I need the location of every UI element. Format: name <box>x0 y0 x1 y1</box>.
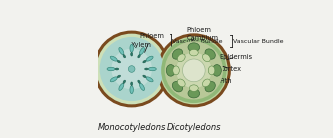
Ellipse shape <box>123 55 126 58</box>
Ellipse shape <box>177 54 185 62</box>
Ellipse shape <box>130 86 134 94</box>
Ellipse shape <box>205 49 215 59</box>
Ellipse shape <box>130 44 134 52</box>
Ellipse shape <box>172 49 183 59</box>
Text: Phloem: Phloem <box>139 33 164 52</box>
Ellipse shape <box>138 55 140 58</box>
Ellipse shape <box>131 52 133 56</box>
Ellipse shape <box>145 68 148 70</box>
Text: Vascular Bundle: Vascular Bundle <box>233 39 283 44</box>
Text: Xylem: Xylem <box>184 43 205 55</box>
Circle shape <box>182 59 205 82</box>
Ellipse shape <box>212 65 221 76</box>
Ellipse shape <box>115 68 119 70</box>
Ellipse shape <box>123 80 126 83</box>
Ellipse shape <box>107 67 115 71</box>
Circle shape <box>161 38 226 103</box>
Text: Cambium: Cambium <box>186 35 218 47</box>
Text: Pith: Pith <box>203 75 232 84</box>
Text: Xylem: Xylem <box>130 42 151 60</box>
Text: Phloem: Phloem <box>186 27 211 46</box>
Ellipse shape <box>119 48 124 55</box>
Ellipse shape <box>140 83 145 90</box>
Ellipse shape <box>110 56 117 61</box>
Ellipse shape <box>143 75 146 78</box>
Ellipse shape <box>166 65 175 76</box>
Ellipse shape <box>138 80 140 83</box>
Ellipse shape <box>205 82 215 92</box>
Ellipse shape <box>202 79 210 87</box>
Ellipse shape <box>177 79 185 87</box>
Ellipse shape <box>146 77 153 82</box>
Ellipse shape <box>117 60 121 63</box>
Ellipse shape <box>131 82 133 86</box>
Circle shape <box>95 32 168 106</box>
Circle shape <box>158 35 229 106</box>
Ellipse shape <box>189 85 198 91</box>
Text: Monocotyledons: Monocotyledons <box>98 123 166 132</box>
Ellipse shape <box>149 67 156 71</box>
Ellipse shape <box>143 60 146 63</box>
Text: Cortex: Cortex <box>219 66 241 72</box>
Ellipse shape <box>208 66 215 75</box>
Ellipse shape <box>188 43 199 52</box>
Circle shape <box>176 53 211 88</box>
Circle shape <box>111 49 152 89</box>
Ellipse shape <box>173 66 179 75</box>
Text: Dicotyledons: Dicotyledons <box>166 123 221 132</box>
Circle shape <box>128 66 135 72</box>
Ellipse shape <box>117 75 121 78</box>
Circle shape <box>165 41 223 99</box>
Text: Vascular Bundle: Vascular Bundle <box>172 39 222 44</box>
Ellipse shape <box>140 48 145 55</box>
Text: Epidermis: Epidermis <box>219 54 252 60</box>
Ellipse shape <box>188 89 199 98</box>
Ellipse shape <box>172 82 183 92</box>
Ellipse shape <box>119 83 124 90</box>
Circle shape <box>100 37 164 101</box>
Ellipse shape <box>146 56 153 61</box>
Ellipse shape <box>189 49 198 56</box>
Ellipse shape <box>110 77 117 82</box>
Ellipse shape <box>202 54 210 62</box>
